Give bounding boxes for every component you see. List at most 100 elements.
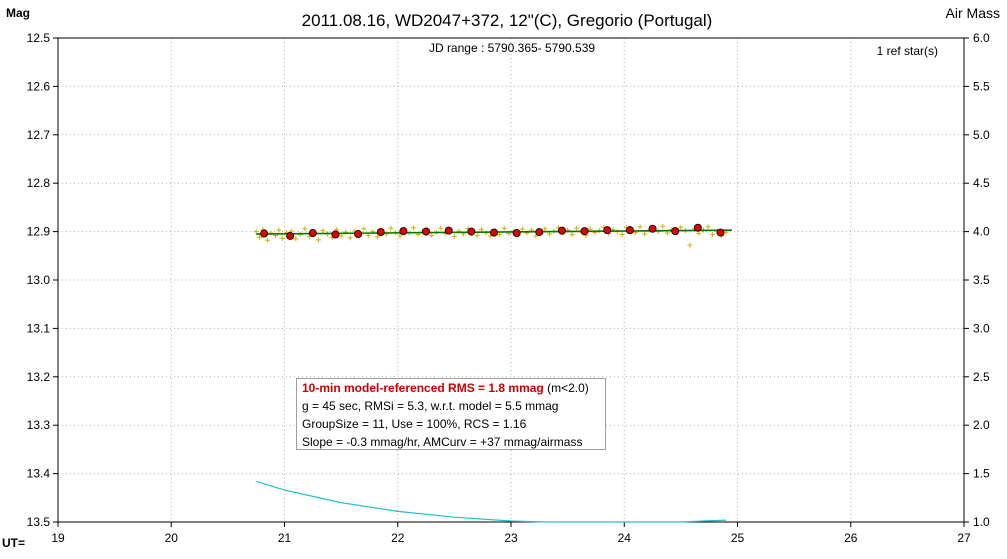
y2-tick-label: 6.0 <box>973 31 990 45</box>
raw-point <box>574 225 580 231</box>
binned-point <box>557 226 566 235</box>
binned-point <box>535 228 544 237</box>
raw-point <box>637 224 643 230</box>
y-tick-label: 12.5 <box>27 31 51 45</box>
x-axis-label: UT= <box>2 536 25 550</box>
y-tick-label: 12.6 <box>27 79 51 93</box>
y2-tick-label: 2.0 <box>973 418 990 432</box>
stats-line-4: Slope = -0.3 mmag/hr, AMCurv = +37 mmag/… <box>302 435 583 449</box>
raw-point <box>411 225 417 231</box>
raw-point <box>483 230 489 236</box>
right-axis-label: Air Mass <box>946 5 1000 21</box>
raw-point <box>338 233 344 239</box>
raw-point <box>501 225 507 231</box>
raw-point <box>451 233 457 239</box>
binned-point <box>625 226 634 235</box>
raw-point <box>268 230 274 236</box>
raw-point <box>569 232 575 238</box>
y2-tick-label: 4.0 <box>973 225 990 239</box>
y-tick-label: 13.5 <box>27 515 51 529</box>
raw-point <box>276 227 282 233</box>
x-tick-label: 23 <box>504 531 518 545</box>
jd-range-label: JD range : 5790.365- 5790.539 <box>429 41 595 55</box>
x-tick-label: 24 <box>618 531 632 545</box>
left-axis-label: Mag <box>6 6 30 20</box>
x-tick-label: 26 <box>844 531 858 545</box>
stats-line-3: GroupSize = 11, Use = 100%, RCS = 1.16 <box>302 417 527 431</box>
raw-point <box>397 233 403 239</box>
y2-tick-label: 3.0 <box>973 321 990 335</box>
airmass-line <box>256 480 727 523</box>
raw-point <box>642 231 648 237</box>
x-tick-label: 21 <box>278 531 292 545</box>
raw-point <box>388 225 394 231</box>
raw-point <box>687 242 693 248</box>
binned-point <box>580 227 589 236</box>
binned-point <box>693 223 702 232</box>
y-tick-label: 12.8 <box>27 176 51 190</box>
binned-point <box>354 230 363 239</box>
y2-tick-label: 1.5 <box>973 467 990 481</box>
raw-point <box>315 237 321 243</box>
raw-point <box>660 223 666 229</box>
binned-point <box>648 224 657 233</box>
raw-points-series <box>253 223 729 248</box>
binned-point <box>603 226 612 235</box>
raw-point <box>542 226 548 232</box>
stats-rms-headline: 10-min model-referenced RMS = 1.8 mmag <box>302 381 544 395</box>
chart-title: 2011.08.16, WD2047+372, 12"(C), Gregorio… <box>302 11 713 30</box>
raw-point <box>519 226 525 232</box>
binned-point <box>716 228 725 237</box>
raw-point <box>479 227 485 233</box>
x-tick-label: 20 <box>165 531 179 545</box>
raw-point <box>429 232 435 238</box>
raw-point <box>302 226 308 232</box>
y2-tick-label: 2.5 <box>973 370 990 384</box>
right-axis: 6.0 5.5 5.0 4.5 4.0 3.5 3.0 2.5 2.0 1.5 1.0 <box>964 31 990 529</box>
binned-point <box>422 227 431 236</box>
x-tick-label: 19 <box>51 531 65 545</box>
raw-point <box>696 231 702 237</box>
y2-tick-label: 4.5 <box>973 176 990 190</box>
x-axis: 19 20 21 22 23 24 25 26 27 <box>51 522 971 545</box>
left-axis: 12.5 12.6 12.7 12.8 12.9 13.0 13.1 13.2 13.3 13.4… <box>27 31 58 529</box>
raw-point <box>655 229 661 235</box>
raw-point <box>257 234 263 240</box>
ref-stars-label: 1 ref star(s) <box>877 44 938 58</box>
y2-tick-label: 1.0 <box>973 515 990 529</box>
y2-tick-label: 5.5 <box>973 79 990 93</box>
raw-point <box>619 232 625 238</box>
raw-point <box>347 235 353 241</box>
y-tick-label: 13.3 <box>27 418 51 432</box>
raw-point <box>705 224 711 230</box>
y-tick-label: 13.2 <box>27 370 51 384</box>
binned-point <box>512 229 521 238</box>
x-tick-label: 27 <box>957 531 971 545</box>
y-tick-label: 12.7 <box>27 128 51 142</box>
stats-line-1: 10-min model-referenced RMS = 1.8 mmag (… <box>302 379 605 397</box>
raw-point <box>361 226 367 232</box>
binned-point <box>671 227 680 236</box>
raw-point <box>297 232 303 238</box>
raw-point <box>438 225 444 231</box>
binned-point <box>260 229 269 238</box>
raw-point <box>474 232 480 238</box>
airmass-series <box>256 480 727 523</box>
y-tick-label: 13.0 <box>27 273 51 287</box>
binned-point <box>331 230 340 239</box>
raw-point <box>533 233 539 239</box>
x-tick-label: 25 <box>731 531 745 545</box>
stats-line-2: g = 45 sec, RMSi = 5.3, w.r.t. model = 5… <box>302 399 559 413</box>
y-tick-label: 13.1 <box>27 321 51 335</box>
raw-point <box>320 228 326 234</box>
binned-point <box>444 226 453 235</box>
raw-point <box>678 224 684 230</box>
binned-point <box>467 227 476 236</box>
binned-point <box>308 229 317 238</box>
binned-point <box>376 228 385 237</box>
y-tick-label: 12.9 <box>27 225 51 239</box>
raw-point <box>293 236 299 242</box>
statistics-box: 10-min model-referenced RMS = 1.8 mmag (… <box>296 378 606 450</box>
raw-point <box>710 232 716 238</box>
